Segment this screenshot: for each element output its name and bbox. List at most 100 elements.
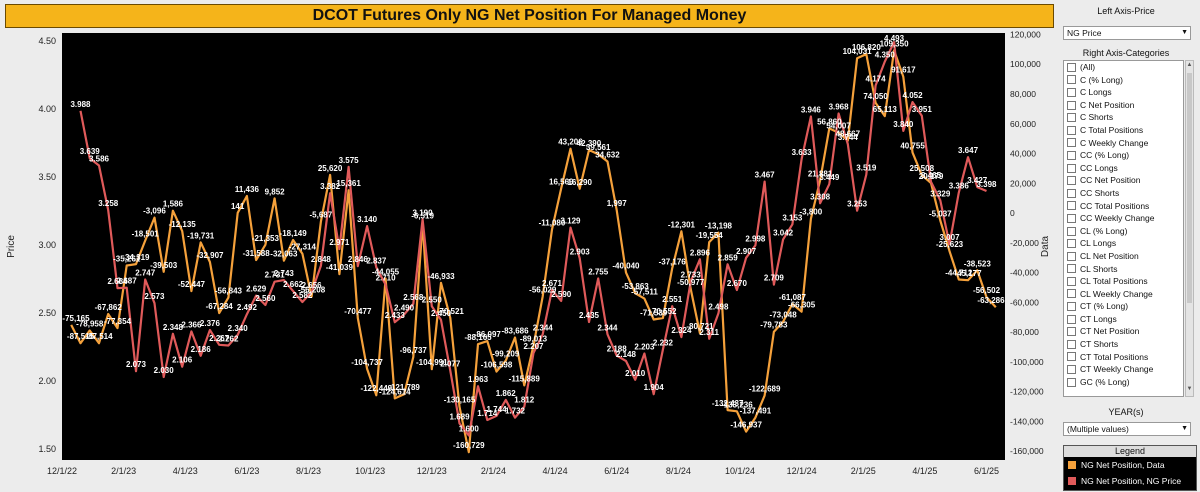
category-item[interactable]: CC Total Positions [1064, 200, 1183, 213]
checkbox[interactable] [1067, 150, 1076, 160]
x-tick-label: 4/1/25 [912, 466, 937, 476]
checkbox[interactable] [1067, 163, 1076, 173]
category-item[interactable]: CC (% Long) [1064, 149, 1183, 162]
category-item[interactable]: CL Total Positions [1064, 275, 1183, 288]
legend-item-price[interactable]: NG Net Position, NG Price [1064, 473, 1196, 489]
category-item[interactable]: CC Longs [1064, 162, 1183, 175]
checkbox[interactable] [1067, 201, 1076, 211]
checkbox[interactable] [1067, 365, 1076, 375]
category-item[interactable]: C Net Position [1064, 99, 1183, 112]
y-right-tick-label: -80,000 [1010, 327, 1039, 337]
checkbox[interactable] [1067, 213, 1076, 223]
data-label: 3.007 [940, 233, 961, 242]
category-item[interactable]: CC Shorts [1064, 187, 1183, 200]
data-label: -66,305 [788, 301, 816, 310]
data-label: -5,037 [929, 210, 952, 219]
checkbox[interactable] [1067, 239, 1076, 249]
category-item[interactable]: CC Net Position [1064, 174, 1183, 187]
checkbox[interactable] [1067, 138, 1076, 148]
data-label: 34,632 [595, 150, 620, 159]
category-item[interactable]: C Weekly Change [1064, 137, 1183, 150]
checkbox[interactable] [1067, 352, 1076, 362]
category-label: CT Longs [1080, 313, 1117, 324]
data-label: 2.582 [292, 291, 313, 300]
data-label: 3.258 [98, 199, 119, 208]
category-label: C Shorts [1080, 112, 1114, 123]
data-label: -35,261 [113, 254, 141, 263]
checkbox[interactable] [1067, 302, 1076, 312]
scroll-down-icon[interactable]: ▼ [1186, 386, 1193, 392]
data-label: -88,165 [464, 333, 492, 342]
checkbox[interactable] [1067, 314, 1076, 324]
right-axis-title: Right Axis-Categories [1082, 48, 1170, 58]
category-item[interactable]: CT Shorts [1064, 338, 1183, 351]
chevron-down-icon[interactable]: ▼ [1181, 425, 1188, 432]
data-label: 4.493 [884, 34, 905, 43]
y-right-tick-label: 20,000 [1010, 178, 1036, 188]
data-label: -78,958 [76, 319, 104, 328]
category-item[interactable]: GC (% Long) [1064, 376, 1183, 389]
data-label: -75,165 [62, 314, 90, 323]
checkbox[interactable] [1067, 327, 1076, 337]
category-item[interactable]: (All) [1064, 61, 1183, 74]
data-label: 2.731 [265, 271, 286, 280]
category-item[interactable]: CT (% Long) [1064, 300, 1183, 313]
chevron-down-icon[interactable]: ▼ [1181, 29, 1188, 36]
category-item[interactable]: CT Net Position [1064, 325, 1183, 338]
checkbox[interactable] [1067, 377, 1076, 387]
checkbox[interactable] [1067, 125, 1076, 135]
checkbox[interactable] [1067, 339, 1076, 349]
checkbox[interactable] [1067, 289, 1076, 299]
data-label: -89,013 [520, 334, 548, 343]
category-list[interactable]: (All) C (% Long) C Longs C Net Position C Sh… [1063, 60, 1184, 397]
checkbox[interactable] [1067, 113, 1076, 123]
legend: Legend NG Net Position, Data NG Net Posi… [1063, 445, 1197, 491]
checkbox[interactable] [1067, 62, 1076, 72]
category-item[interactable]: CL Weekly Change [1064, 288, 1183, 301]
checkbox[interactable] [1067, 264, 1076, 274]
scroll-thumb[interactable] [1187, 73, 1192, 303]
category-item[interactable]: CL Longs [1064, 237, 1183, 250]
legend-item-data[interactable]: NG Net Position, Data [1064, 457, 1196, 473]
checkbox[interactable] [1067, 75, 1076, 85]
category-item[interactable]: CT Longs [1064, 313, 1183, 326]
category-scrollbar[interactable]: ▲ ▼ [1185, 60, 1194, 397]
data-label: 104,031 [843, 47, 872, 56]
data-label: 2.747 [135, 269, 156, 278]
category-item[interactable]: CL Net Position [1064, 250, 1183, 263]
left-axis-title: Left Axis-Price [1097, 6, 1155, 16]
category-item[interactable]: C Longs [1064, 86, 1183, 99]
category-item[interactable]: C Total Positions [1064, 124, 1183, 137]
checkbox[interactable] [1067, 188, 1076, 198]
data-label: -50,977 [677, 278, 705, 287]
year-dropdown[interactable]: (Multiple values) ▼ [1063, 422, 1191, 436]
scroll-up-icon[interactable]: ▲ [1186, 62, 1193, 68]
data-label: 2.232 [653, 339, 674, 348]
checkbox[interactable] [1067, 100, 1076, 110]
y-left-tick-label: 2.50 [38, 308, 56, 318]
data-label: 3.951 [912, 105, 933, 114]
series-line [70, 49, 997, 454]
category-label: CC (% Long) [1080, 150, 1130, 161]
data-label: 3.744 [838, 133, 859, 142]
category-item[interactable]: CL (% Long) [1064, 225, 1183, 238]
checkbox[interactable] [1067, 276, 1076, 286]
data-label: 1.862 [496, 389, 517, 398]
data-label: 2.498 [708, 302, 729, 311]
category-item[interactable]: C Shorts [1064, 111, 1183, 124]
data-label: -27,314 [289, 243, 317, 252]
data-label: -87,514 [85, 332, 113, 341]
category-item[interactable]: CT Total Positions [1064, 351, 1183, 364]
checkbox[interactable] [1067, 251, 1076, 261]
left-axis-dropdown[interactable]: NG Price ▼ [1063, 26, 1191, 40]
checkbox[interactable] [1067, 176, 1076, 186]
plot-background [62, 33, 1005, 460]
data-label: -133,236 [721, 400, 753, 409]
data-label: 3.639 [80, 147, 101, 156]
category-item[interactable]: CL Shorts [1064, 263, 1183, 276]
checkbox[interactable] [1067, 226, 1076, 236]
category-item[interactable]: CC Weekly Change [1064, 212, 1183, 225]
category-item[interactable]: CT Weekly Change [1064, 363, 1183, 376]
category-item[interactable]: C (% Long) [1064, 74, 1183, 87]
checkbox[interactable] [1067, 87, 1076, 97]
